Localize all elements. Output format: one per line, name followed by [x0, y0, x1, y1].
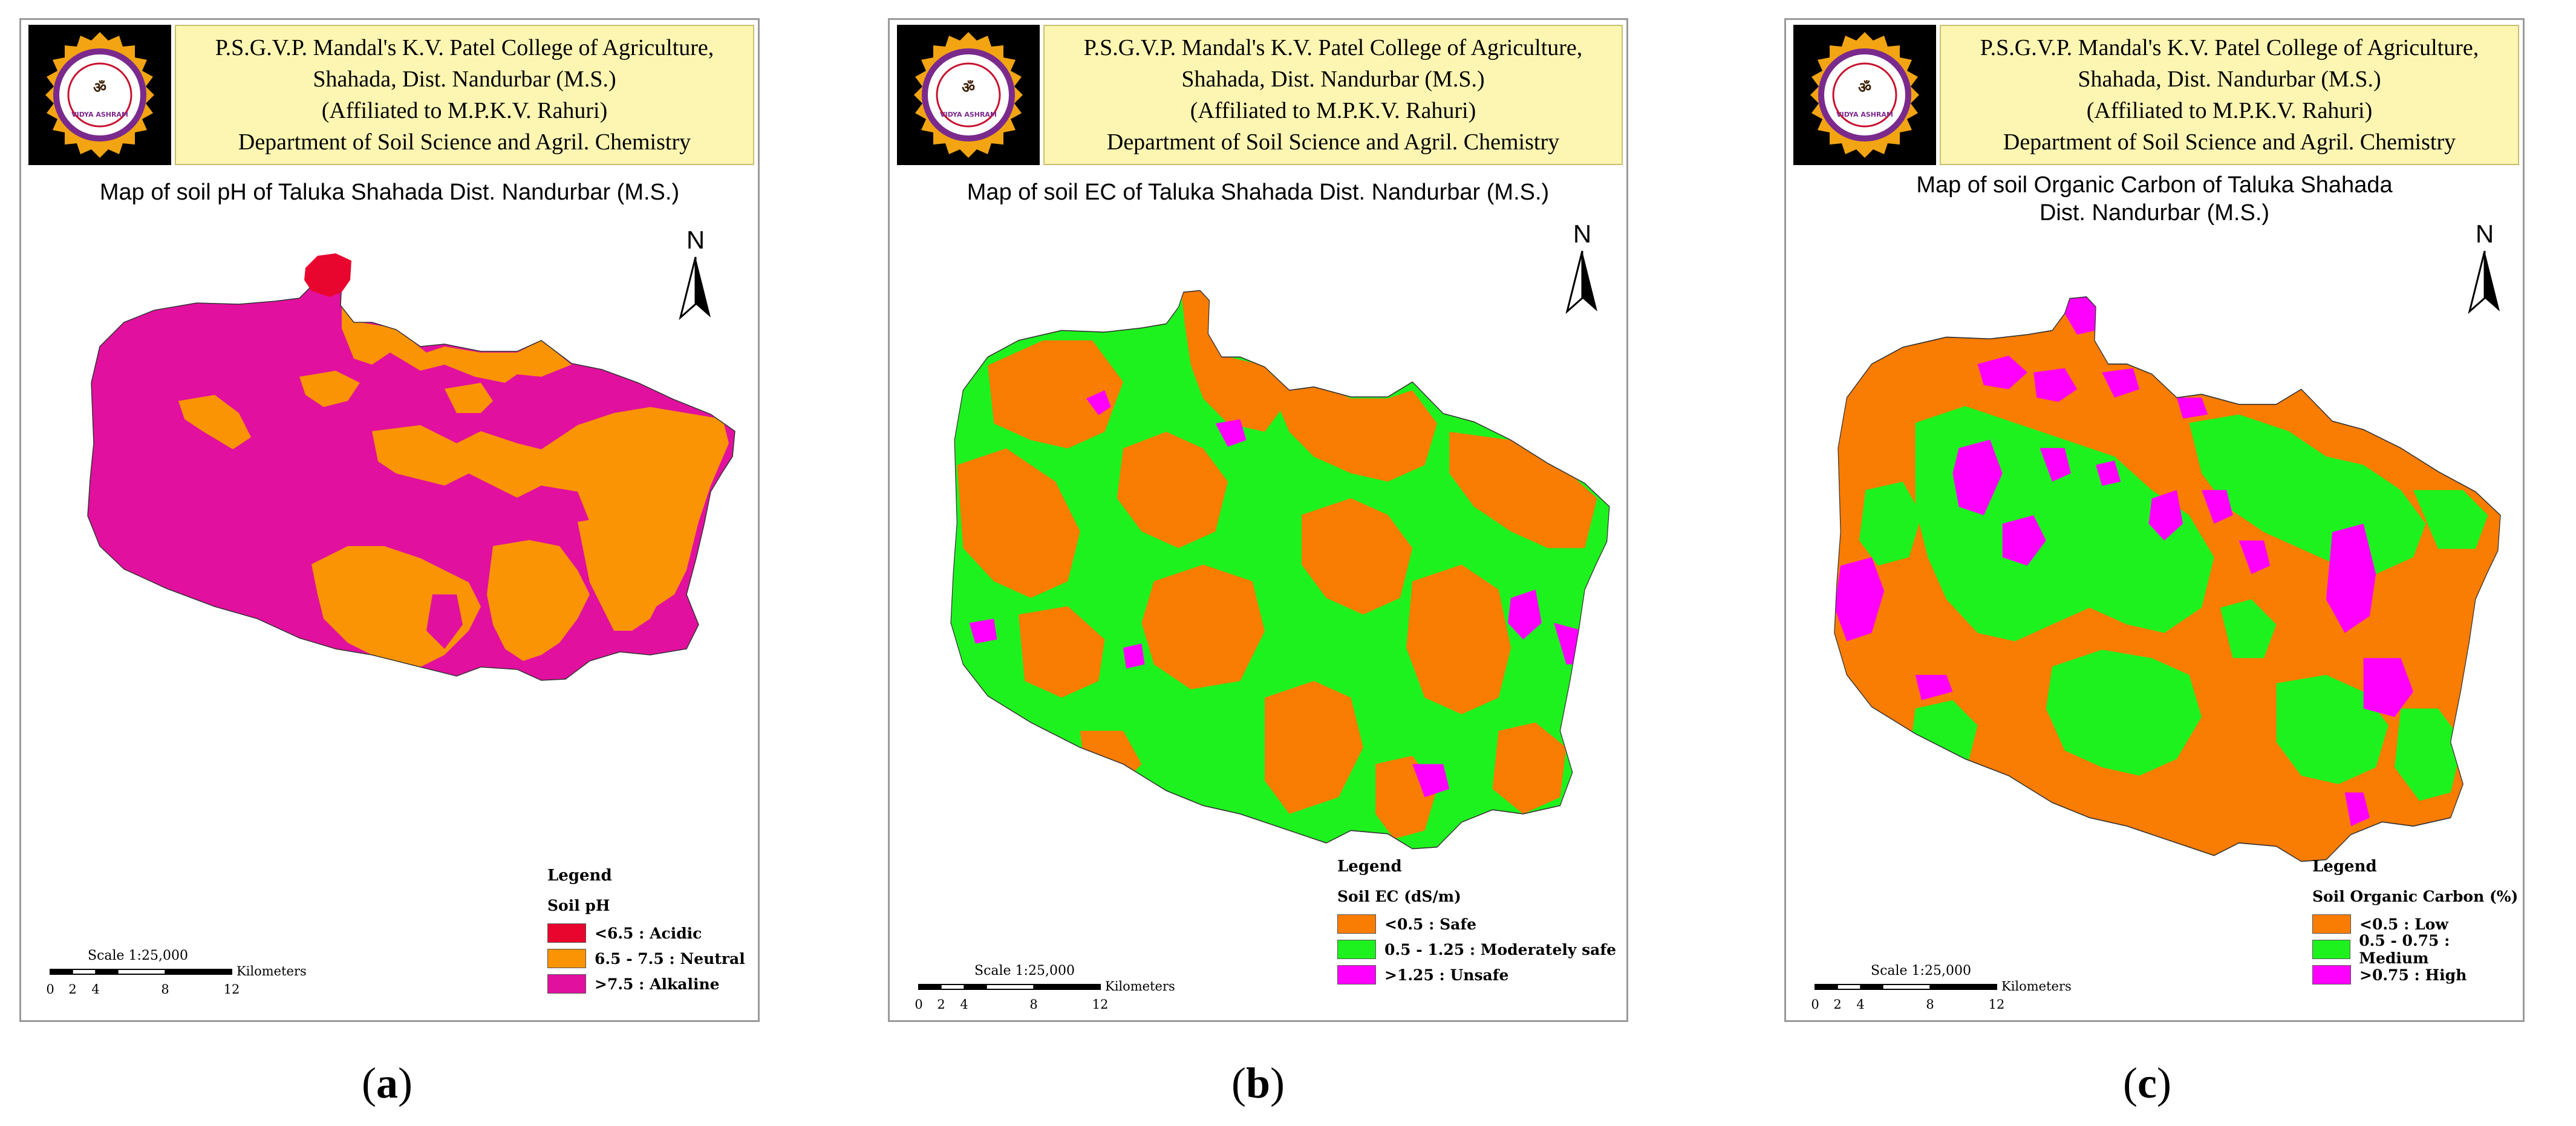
svg-text:ॐ: ॐ	[962, 79, 975, 96]
svg-text:12: 12	[1092, 997, 1109, 1012]
map-title: Map of soil pH of Taluka Shahada Dist. N…	[99, 180, 680, 205]
legend-item-high: >0.75 : High	[2312, 962, 2523, 988]
legend-item-alkaline: >7.5 : Alkaline	[547, 971, 745, 997]
legend-swatch	[2312, 914, 2351, 934]
legend-swatch	[1337, 965, 1376, 984]
legend-item-neutral: 6.5 - 7.5 : Neutral	[547, 946, 745, 971]
legend-swatch	[547, 949, 586, 968]
legend-heading: Legend	[2312, 858, 2377, 876]
north-label: N	[686, 226, 705, 254]
svg-text:8: 8	[1926, 997, 1934, 1012]
header-line-1: P.S.G.V.P. Mandal's K.V. Patel College o…	[1980, 35, 2479, 60]
header-line-3: (Affiliated to M.P.K.V. Rahuri)	[321, 98, 608, 123]
map-legend: Legend Soil pH <6.5 : Acidic 6.5 - 7.5 :…	[547, 867, 745, 997]
header-line-4: Department of Soil Science and Agril. Ch…	[2003, 129, 2456, 155]
legend-heading: Legend	[1337, 858, 1402, 876]
legend-item-medium: 0.5 - 0.75 : Medium	[2312, 932, 2523, 967]
north-arrow: N	[2457, 220, 2512, 316]
svg-text:0: 0	[46, 982, 54, 997]
legend-title: Soil Organic Carbon (%)	[2312, 888, 2519, 905]
scale-bar: Scale 1:25,000 Kilometers 0 2 4 8 12	[1810, 963, 2125, 1021]
caption-b: (b)	[1231, 1059, 1285, 1107]
college-logo: ॐ VIDYA ASHRAM	[1793, 25, 1936, 165]
panel-soil-organic-carbon: ॐ VIDYA ASHRAM P.S.G.V.P. Mandal's K.V. …	[1784, 18, 2525, 1022]
map-title-line-1: Map of soil Organic Carbon of Taluka Sha…	[1916, 172, 2393, 198]
svg-text:8: 8	[161, 982, 169, 997]
scale-label: Scale 1:25,000	[88, 948, 188, 963]
scale-label: Scale 1:25,000	[1871, 963, 1971, 978]
caption-c: (c)	[2123, 1059, 2171, 1107]
legend-swatch	[1337, 914, 1376, 934]
panel-soil-ec: ॐ VIDYA ASHRAM P.S.G.V.P. Mandal's K.V. …	[888, 18, 1628, 1022]
legend-heading: Legend	[547, 867, 612, 885]
scale-bar: Scale 1:25,000 Kilometers 0 2 4 8 12	[45, 948, 360, 1006]
map-title: Map of soil Organic Carbon of Taluka Sha…	[1798, 171, 2511, 227]
north-label: N	[2476, 220, 2494, 248]
scale-unit: Kilometers	[2001, 979, 2072, 994]
svg-text:12: 12	[1989, 997, 2005, 1012]
scale-unit: Kilometers	[236, 964, 307, 978]
svg-text:2: 2	[1833, 997, 1841, 1012]
svg-text:2: 2	[937, 997, 945, 1012]
svg-text:4: 4	[1856, 997, 1864, 1012]
north-label: N	[1573, 220, 1591, 248]
legend-item-low: <0.5 : Low	[2312, 911, 2523, 937]
legend-item-unsafe: >1.25 : Unsafe	[1337, 962, 1616, 988]
caption-a: (a)	[362, 1059, 412, 1107]
svg-text:12: 12	[224, 982, 240, 997]
scale-label: Scale 1:25,000	[974, 963, 1075, 978]
legend-swatch	[547, 974, 586, 994]
svg-text:8: 8	[1029, 997, 1037, 1012]
map-legend: Legend Soil Organic Carbon (%) <0.5 : Lo…	[2312, 858, 2523, 988]
soil-organic-carbon-map	[1834, 296, 2501, 862]
map-title: Map of soil EC of Taluka Shahada Dist. N…	[967, 180, 1550, 205]
logo-text: VIDYA ASHRAM	[940, 111, 997, 119]
svg-text:0: 0	[915, 997, 922, 1012]
panel-soil-ph: ॐ VIDYA ASHRAM P.S.G.V.P. Mandal's K.V. …	[19, 18, 760, 1022]
map-title-line-2: Dist. Nandurbar (M.S.)	[2039, 200, 2270, 226]
college-logo: ॐ VIDYA ASHRAM	[28, 25, 171, 165]
header-line-2: Shahada, Dist. Nandurbar (M.S.)	[1181, 67, 1485, 92]
logo-text: VIDYA ASHRAM	[71, 111, 128, 119]
college-header: P.S.G.V.P. Mandal's K.V. Patel College o…	[1940, 25, 2519, 165]
legend-swatch	[547, 923, 586, 943]
legend-item-acidic: <6.5 : Acidic	[547, 920, 745, 946]
svg-text:4: 4	[91, 982, 99, 997]
header-line-4: Department of Soil Science and Agril. Ch…	[238, 129, 691, 155]
legend-swatch	[1337, 940, 1376, 959]
legend-title: Soil EC (dS/m)	[1337, 888, 1461, 905]
scale-bar: Scale 1:25,000 Kilometers 0 2 4 8 12	[914, 963, 1228, 1021]
soil-ph-map	[87, 253, 735, 681]
header-line-3: (Affiliated to M.P.K.V. Rahuri)	[2086, 98, 2373, 123]
svg-text:0: 0	[1811, 997, 1819, 1012]
college-logo: ॐ VIDYA ASHRAM	[897, 25, 1040, 165]
svg-text:4: 4	[960, 997, 968, 1012]
soil-ec-map	[950, 290, 1610, 850]
svg-text:ॐ: ॐ	[1858, 79, 1871, 96]
map-legend: Legend Soil EC (dS/m) <0.5 : Safe 0.5 - …	[1337, 858, 1616, 988]
college-header: P.S.G.V.P. Mandal's K.V. Patel College o…	[175, 25, 754, 165]
legend-item-safe: <0.5 : Safe	[1337, 911, 1616, 937]
scale-unit: Kilometers	[1105, 979, 1175, 994]
svg-text:2: 2	[68, 982, 76, 997]
header-line-1: P.S.G.V.P. Mandal's K.V. Patel College o…	[1083, 35, 1583, 60]
header-line-4: Department of Soil Science and Agril. Ch…	[1106, 129, 1560, 155]
north-arrow: N	[1555, 220, 1609, 316]
college-header: P.S.G.V.P. Mandal's K.V. Patel College o…	[1043, 25, 1623, 165]
legend-swatch	[2312, 940, 2351, 959]
header-line-2: Shahada, Dist. Nandurbar (M.S.)	[2078, 67, 2381, 92]
legend-item-moderately-safe: 0.5 - 1.25 : Moderately safe	[1337, 937, 1616, 962]
legend-swatch	[2312, 965, 2351, 984]
svg-text:ॐ: ॐ	[93, 79, 106, 96]
legend-title: Soil pH	[547, 897, 610, 914]
header-line-2: Shahada, Dist. Nandurbar (M.S.)	[313, 67, 616, 92]
logo-text: VIDYA ASHRAM	[1836, 111, 1893, 119]
header-line-1: P.S.G.V.P. Mandal's K.V. Patel College o…	[215, 35, 714, 60]
header-line-3: (Affiliated to M.P.K.V. Rahuri)	[1190, 98, 1476, 123]
north-arrow: N	[668, 226, 723, 322]
